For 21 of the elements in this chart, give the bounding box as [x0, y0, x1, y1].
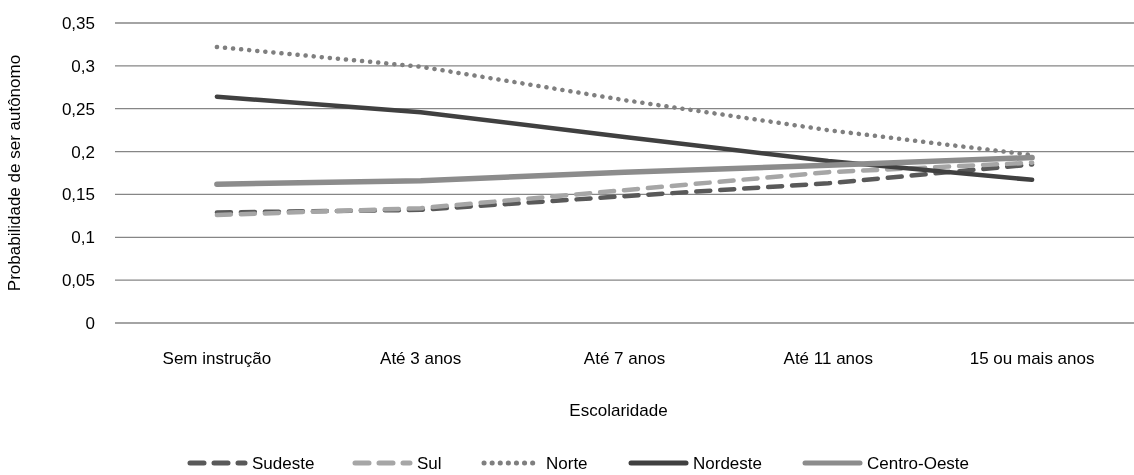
y-tick-label: 0,2 — [71, 142, 95, 162]
x-tick-label: Até 7 anos — [583, 349, 666, 368]
y-tick-label: 0,25 — [61, 99, 95, 119]
x-tick-label: Até 11 anos — [783, 349, 874, 368]
x-axis-title: Escolaridade — [569, 401, 668, 420]
legend-label: Centro-Oeste — [867, 454, 970, 473]
x-tick-label: 15 ou mais anos — [969, 349, 1095, 368]
y-tick-label: 0,1 — [71, 228, 95, 248]
x-tick-label: Até 3 anos — [380, 349, 462, 368]
y-tick-label: 0,35 — [61, 14, 95, 33]
legend-label: Sudeste — [252, 454, 315, 473]
y-tick-label: 0,15 — [61, 185, 95, 205]
y-axis-title: Probabilidade de ser autônomo — [5, 54, 24, 292]
y-tick-label: 0,05 — [61, 271, 95, 291]
y-tick-label: 0 — [85, 314, 95, 333]
legend-label: Sul — [417, 454, 442, 473]
legend-label: Norte — [546, 454, 588, 473]
y-tick-label: 0,3 — [71, 56, 95, 76]
line-series — [214, 94, 1035, 183]
legend-label: Nordeste — [693, 454, 762, 473]
x-tick-label: Sem instrução — [162, 349, 272, 368]
